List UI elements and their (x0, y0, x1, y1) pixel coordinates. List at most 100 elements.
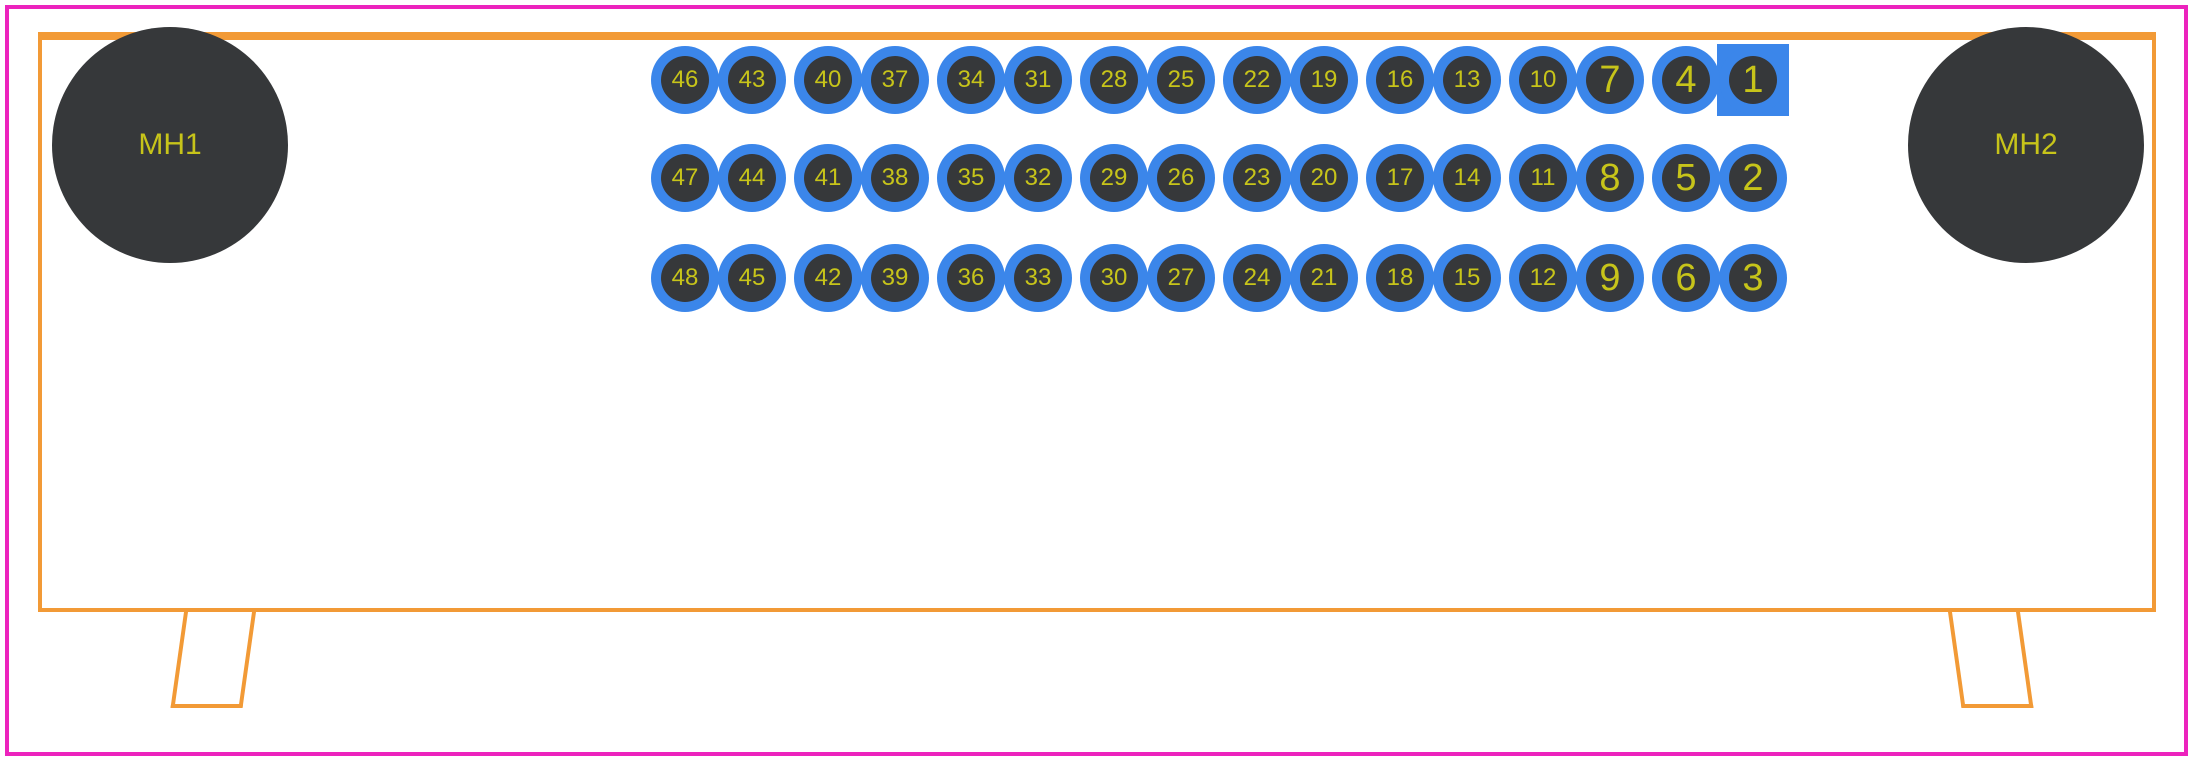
pad: 14 (1433, 144, 1501, 212)
pad: 18 (1366, 244, 1434, 312)
pad-number: 15 (1454, 264, 1481, 292)
pad-number: 11 (1531, 164, 1556, 192)
pad: 26 (1147, 144, 1215, 212)
pad-number: 42 (815, 264, 842, 292)
pad-number: 21 (1311, 264, 1338, 292)
pad: 9 (1576, 244, 1644, 312)
pad-number: 23 (1244, 164, 1271, 192)
pad: 23 (1223, 144, 1291, 212)
pad-number: 8 (1599, 157, 1620, 200)
pad-number: 41 (815, 164, 842, 192)
pad: 44 (718, 144, 786, 212)
connector-leg (171, 612, 256, 708)
pad: 47 (651, 144, 719, 212)
pad-number: 27 (1168, 264, 1195, 292)
pad-number: 16 (1387, 66, 1414, 94)
footprint-stage: MH1MH2 123456789101112131415161718192021… (0, 0, 2193, 761)
pad-number: 1 (1742, 59, 1763, 102)
pad: 46 (651, 46, 719, 114)
pad-number: 48 (672, 264, 699, 292)
pad: 24 (1223, 244, 1291, 312)
pad-number: 38 (882, 164, 909, 192)
pad: 42 (794, 244, 862, 312)
pad-number: 47 (672, 164, 699, 192)
pad: 25 (1147, 46, 1215, 114)
pad: 37 (861, 46, 929, 114)
pad: 45 (718, 244, 786, 312)
pad: 28 (1080, 46, 1148, 114)
pad: 38 (861, 144, 929, 212)
pad: 15 (1433, 244, 1501, 312)
pad-number: 45 (739, 264, 766, 292)
pad-number: 9 (1599, 257, 1620, 300)
pad: 31 (1004, 46, 1072, 114)
pad-number: 6 (1675, 257, 1696, 300)
pad: 13 (1433, 46, 1501, 114)
pad: 30 (1080, 244, 1148, 312)
pad-number: 22 (1244, 66, 1271, 94)
pad: 22 (1223, 46, 1291, 114)
pad-number: 7 (1599, 59, 1620, 102)
pad: 17 (1366, 144, 1434, 212)
pad-number: 24 (1244, 264, 1271, 292)
pad-number: 25 (1168, 66, 1195, 94)
pad-number: 29 (1101, 164, 1128, 192)
pad-number: 17 (1387, 164, 1414, 192)
connector-body-top-strip (42, 36, 2152, 40)
pad: 43 (718, 46, 786, 114)
pad-number: 5 (1675, 157, 1696, 200)
pad-number: 13 (1454, 66, 1481, 94)
pad-number: 26 (1168, 164, 1195, 192)
pad: 6 (1652, 244, 1720, 312)
pad: 34 (937, 46, 1005, 114)
pad: 1 (1719, 46, 1787, 114)
pad: 2 (1719, 144, 1787, 212)
pad-number: 4 (1675, 59, 1696, 102)
pad-number: 30 (1101, 264, 1128, 292)
pad: 4 (1652, 46, 1720, 114)
pad: 48 (651, 244, 719, 312)
pad: 21 (1290, 244, 1358, 312)
pad-number: 43 (739, 66, 766, 94)
pad-number: 39 (882, 264, 909, 292)
pad: 27 (1147, 244, 1215, 312)
pad: 40 (794, 46, 862, 114)
pad-number: 14 (1454, 164, 1481, 192)
pad-number: 37 (882, 66, 909, 94)
pad: 32 (1004, 144, 1072, 212)
pad-number: 32 (1025, 164, 1052, 192)
pad-number: 20 (1311, 164, 1338, 192)
connector-body-outline (38, 32, 2156, 612)
pad: 35 (937, 144, 1005, 212)
pad: 3 (1719, 244, 1787, 312)
pad: 16 (1366, 46, 1434, 114)
pad-number: 33 (1025, 264, 1052, 292)
pad-number: 35 (958, 164, 985, 192)
pad-number: 28 (1101, 66, 1128, 94)
pad-number: 2 (1742, 157, 1763, 200)
pad: 29 (1080, 144, 1148, 212)
pad-number: 10 (1530, 66, 1557, 94)
pad: 19 (1290, 46, 1358, 114)
pad: 33 (1004, 244, 1072, 312)
pad: 20 (1290, 144, 1358, 212)
pad: 12 (1509, 244, 1577, 312)
pad: 5 (1652, 144, 1720, 212)
pad-number: 18 (1387, 264, 1414, 292)
pad-number: 36 (958, 264, 985, 292)
pad: 39 (861, 244, 929, 312)
pad: 7 (1576, 46, 1644, 114)
pad: 41 (794, 144, 862, 212)
pad-number: 44 (739, 164, 766, 192)
pad-number: 34 (958, 66, 985, 94)
pad-number: 3 (1742, 257, 1763, 300)
pad-number: 12 (1530, 264, 1557, 292)
pad-number: 40 (815, 66, 842, 94)
pad: 36 (937, 244, 1005, 312)
pad: 10 (1509, 46, 1577, 114)
pad-number: 46 (672, 66, 699, 94)
connector-leg (1948, 612, 2033, 708)
pad-number: 31 (1025, 66, 1052, 94)
pad: 11 (1509, 144, 1577, 212)
pad: 8 (1576, 144, 1644, 212)
